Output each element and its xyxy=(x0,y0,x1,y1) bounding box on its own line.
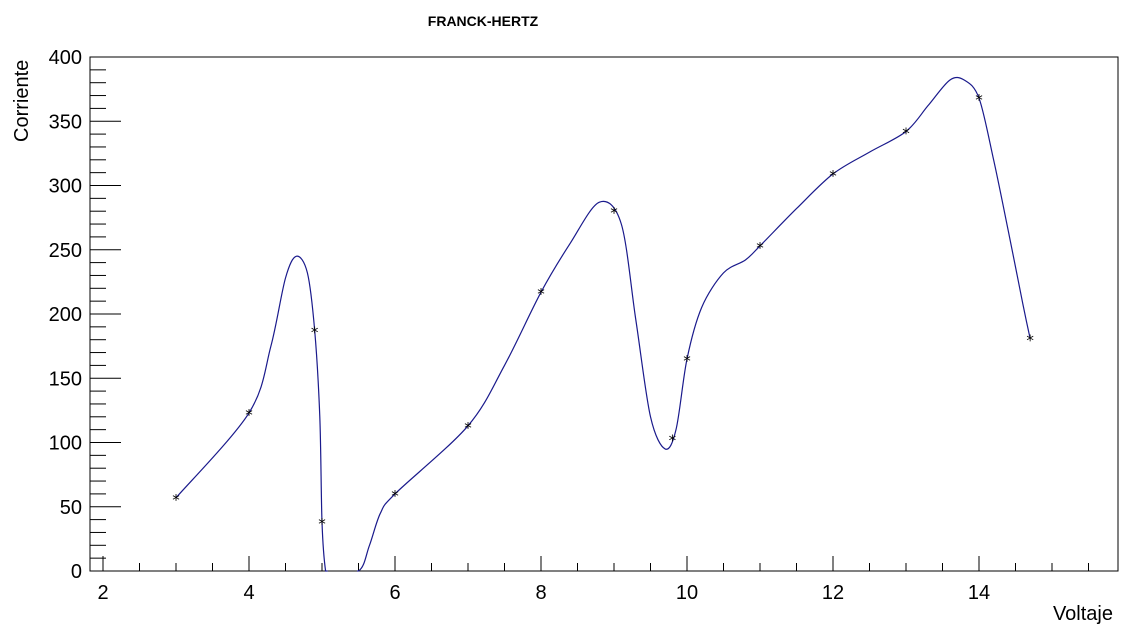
data-point-marker: * xyxy=(974,91,983,109)
y-tick-label: 200 xyxy=(49,304,82,326)
x-tick-label: 4 xyxy=(243,582,254,604)
minor-ticks xyxy=(90,69,1089,571)
data-point-marker: * xyxy=(682,352,691,370)
x-tick-label: 2 xyxy=(97,582,108,604)
data-point-marker: * xyxy=(536,285,545,303)
data-point-marker: * xyxy=(171,491,180,509)
fit-curve-line xyxy=(175,76,1031,572)
y-tick-label: 400 xyxy=(49,47,82,69)
data-point-marker: * xyxy=(668,432,677,450)
y-tick-label: 50 xyxy=(60,497,82,519)
data-point-marker: * xyxy=(390,487,399,505)
x-axis-title: Voltaje xyxy=(1053,603,1113,625)
y-tick-label: 100 xyxy=(49,433,82,455)
chart-title: FRANCK-HERTZ xyxy=(428,13,539,29)
data-point-marker: * xyxy=(755,239,764,257)
data-points: * * * * * * * * * * * * * * * xyxy=(171,91,1034,533)
x-tick-label: 10 xyxy=(676,582,698,604)
x-tick-label: 12 xyxy=(822,582,844,604)
y-tick-label: 300 xyxy=(49,176,82,198)
y-tick-label: 150 xyxy=(49,368,82,390)
major-ticks xyxy=(90,56,980,572)
plot-frame xyxy=(89,56,1119,572)
data-point-marker: * xyxy=(463,419,472,437)
y-tick-label: 0 xyxy=(71,561,82,583)
x-tick-label: 6 xyxy=(389,582,400,604)
data-point-marker: * xyxy=(310,324,319,342)
data-point-marker: * xyxy=(609,204,618,222)
y-tick-label: 250 xyxy=(49,240,82,262)
y-axis-title: Corriente xyxy=(11,60,33,142)
data-point-marker: * xyxy=(901,125,910,143)
y-tick-label: 350 xyxy=(49,111,82,133)
data-point-marker: * xyxy=(244,406,253,424)
tick-labels: 2 4 6 8 10 12 14 0 50 100 150 200 250 300 350 400 xyxy=(49,47,991,604)
data-point-marker: * xyxy=(1026,331,1035,349)
x-tick-label: 8 xyxy=(535,582,546,604)
data-point-marker: * xyxy=(317,515,326,533)
x-tick-label: 14 xyxy=(968,582,990,604)
data-point-marker: * xyxy=(828,167,837,185)
